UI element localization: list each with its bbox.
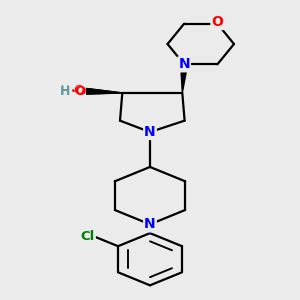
Text: N: N bbox=[144, 217, 156, 231]
Text: ·O: ·O bbox=[70, 84, 85, 97]
Polygon shape bbox=[181, 64, 188, 93]
Text: H: H bbox=[61, 84, 70, 97]
Text: N: N bbox=[144, 125, 156, 139]
Polygon shape bbox=[85, 88, 122, 94]
Text: O: O bbox=[212, 15, 223, 29]
Polygon shape bbox=[89, 89, 122, 94]
Text: ·O: ·O bbox=[71, 85, 87, 98]
Text: N: N bbox=[178, 57, 190, 71]
Text: H: H bbox=[60, 85, 70, 98]
Text: Cl: Cl bbox=[81, 230, 95, 243]
